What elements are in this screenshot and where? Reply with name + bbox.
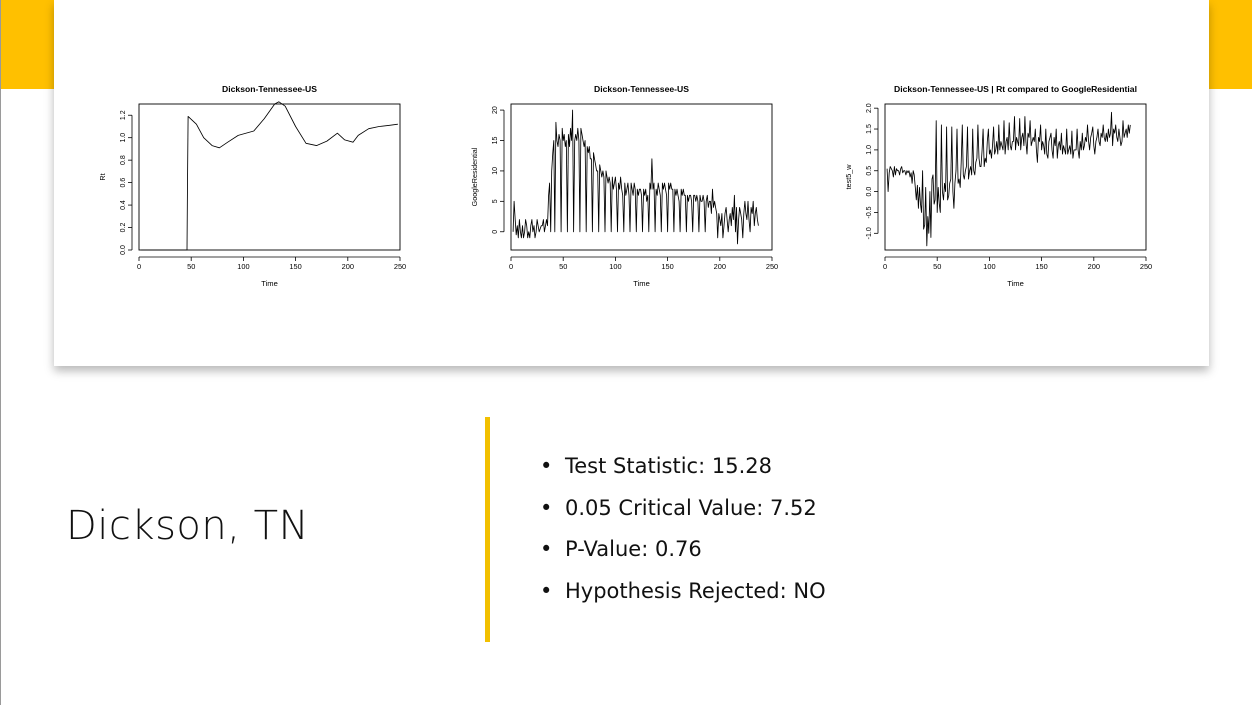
stat-p-value: • P-Value: 0.76	[540, 532, 826, 574]
y-tick-label: 1.5	[866, 124, 873, 134]
rt-chart: Dickson-Tennessee-US Time Rt 0 50 100 150 200 25…	[84, 0, 456, 300]
y-axis-label: Rt	[98, 173, 107, 180]
x-tick-label: 250	[766, 262, 778, 271]
y-tick-label: 5	[492, 199, 499, 203]
rt-vs-google-chart: Dickson-Tennessee-US | Rt compared to Go…	[830, 0, 1202, 300]
x-tick-label: 150	[289, 262, 301, 271]
y-tick-label: 1.2	[120, 110, 127, 120]
x-tick-label: 200	[1088, 262, 1100, 271]
x-tick-label: 100	[609, 262, 621, 271]
stats-list: • Test Statistic: 15.28 • 0.05 Critical Va…	[540, 449, 826, 615]
y-axis-label: GoogleResidential	[470, 147, 479, 206]
bullet-icon: •	[540, 495, 553, 520]
x-axis-label: Time	[633, 279, 650, 288]
y-tick-label: 0	[492, 230, 499, 234]
x-axis-label: Time	[261, 279, 278, 288]
stat-critical-value: • 0.05 Critical Value: 7.52	[540, 491, 826, 533]
series-line	[141, 101, 398, 251]
y-tick-label: 0.8	[120, 155, 127, 165]
x-tick-label: 150	[1035, 262, 1047, 271]
y-tick-label: 1.0	[866, 145, 873, 155]
x-tick-label: 150	[661, 262, 673, 271]
y-tick-label: -0.5	[866, 206, 873, 218]
x-tick-label: 50	[187, 262, 195, 271]
stat-value: 0.76	[654, 537, 702, 561]
stat-value: 15.28	[711, 454, 772, 478]
y-tick-label: 2.0	[866, 103, 873, 113]
series-line	[512, 109, 759, 245]
slide-left-edge	[0, 0, 1, 705]
vertical-divider	[485, 417, 490, 642]
x-tick-label: 50	[933, 262, 941, 271]
y-tick-label: 0.0	[120, 245, 127, 255]
x-tick-label: 0	[883, 262, 887, 271]
y-tick-label: 0.6	[120, 178, 127, 188]
y-tick-label: 1.0	[120, 133, 127, 143]
stat-value: NO	[793, 578, 826, 603]
plot-frame	[884, 103, 1147, 251]
stat-test-statistic: • Test Statistic: 15.28	[540, 449, 826, 491]
y-tick-label: 0.2	[120, 223, 127, 233]
city-title: Dickson, TN	[66, 503, 310, 549]
bullet-icon: •	[540, 454, 553, 478]
x-tick-label: 200	[714, 262, 726, 271]
y-tick-label: 10	[492, 167, 499, 175]
x-tick-label: 50	[559, 262, 567, 271]
stat-label: Test Statistic	[565, 454, 699, 478]
stat-hypothesis-rejected: • Hypothesis Rejected: NO	[540, 574, 826, 616]
accent-bar-left	[1, 0, 54, 89]
x-tick-label: 100	[983, 262, 995, 271]
bullet-icon: •	[540, 537, 553, 561]
y-tick-label: 15	[492, 137, 499, 145]
plot-svg: Dickson-Tennessee-US Time GoogleResidentia…	[470, 84, 778, 288]
stat-label: 0.05 Critical Value	[565, 495, 757, 520]
y-tick-label: 0.4	[120, 200, 127, 210]
x-tick-label: 0	[137, 262, 141, 271]
x-tick-label: 100	[237, 262, 249, 271]
y-tick-label: 20	[492, 106, 499, 114]
chart-title: Dickson-Tennessee-US | Rt compared to Go…	[894, 84, 1137, 94]
google-residential-chart: Dickson-Tennessee-US Time GoogleResidentia…	[456, 0, 828, 300]
y-tick-label: 0.0	[866, 187, 873, 197]
x-tick-label: 200	[342, 262, 354, 271]
chart-title: Dickson-Tennessee-US	[222, 84, 317, 94]
x-tick-label: 250	[1140, 262, 1152, 271]
accent-bar-right	[1209, 0, 1252, 89]
series-line	[886, 111, 1131, 247]
stat-label: P-Value	[565, 537, 642, 561]
plot-svg: Dickson-Tennessee-US Time Rt 0 50 100 150 200 25…	[98, 84, 406, 288]
chart-panel: Dickson-Tennessee-US Time Rt 0 50 100 150 200 25…	[54, 0, 1209, 366]
x-axis-label: Time	[1007, 279, 1024, 288]
stat-value: 7.52	[770, 495, 817, 520]
y-axis-label: test5_w	[844, 164, 853, 190]
x-tick-label: 250	[394, 262, 406, 271]
plot-svg: Dickson-Tennessee-US | Rt compared to Go…	[844, 84, 1152, 288]
x-tick-label: 0	[509, 262, 513, 271]
y-tick-label: -1.0	[866, 227, 873, 239]
bullet-icon: •	[540, 578, 553, 603]
plot-frame	[510, 103, 773, 251]
plot-frame	[138, 103, 401, 251]
stat-label: Hypothesis Rejected	[565, 578, 780, 603]
y-tick-label: 0.5	[866, 166, 873, 176]
chart-title: Dickson-Tennessee-US	[594, 84, 689, 94]
